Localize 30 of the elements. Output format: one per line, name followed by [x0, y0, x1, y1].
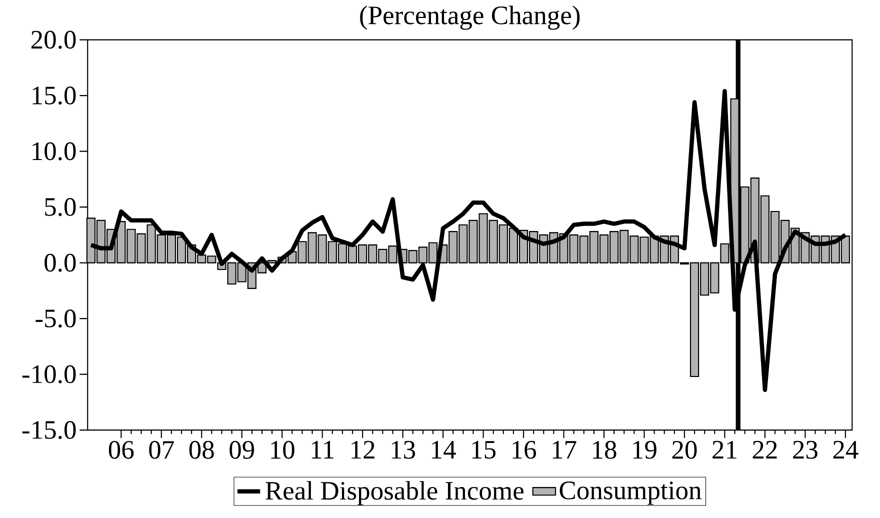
x-tick-label: 07: [149, 441, 174, 459]
x-tick-label: 11: [312, 441, 334, 459]
y-tick-label: 0.0: [44, 254, 76, 272]
x-tick-label: 14: [432, 441, 456, 459]
x-tick-label: 12: [352, 441, 374, 459]
x-tick-label: 10: [271, 441, 294, 459]
x-tick-label: 13: [392, 441, 416, 459]
x-tick-label: 24: [833, 441, 858, 459]
x-tick-label: 16: [512, 441, 536, 459]
x-tick-label: 19: [633, 441, 656, 459]
x-tick-label: 09: [230, 441, 254, 459]
x-tick-label: 15: [472, 441, 496, 459]
x-tick-label: 21: [712, 441, 736, 459]
legend-label: Real Disposable Income: [266, 481, 524, 506]
x-tick-label: 22: [752, 441, 777, 459]
y-tick-label: 15.0: [32, 86, 76, 105]
x-tick-label: 06: [108, 441, 134, 459]
y-tick-label: 10.0: [32, 142, 76, 160]
legend-label: Consumption: [560, 482, 702, 505]
y-tick-label: -5.0: [36, 310, 76, 328]
x-tick-label: 18: [593, 441, 616, 459]
y-tick-label: -15.0: [22, 421, 76, 440]
y-tick-label: 5.0: [45, 198, 76, 216]
chart-title: (Percentage Change): [360, 6, 580, 30]
x-tick-label: 23: [793, 441, 818, 459]
y-tick-label: 20.0: [31, 30, 76, 49]
x-tick-label: 17: [552, 441, 576, 459]
x-tick-label: 20: [672, 441, 697, 459]
y-tick-label: -10.0: [22, 365, 76, 384]
x-tick-label: 08: [189, 441, 214, 459]
